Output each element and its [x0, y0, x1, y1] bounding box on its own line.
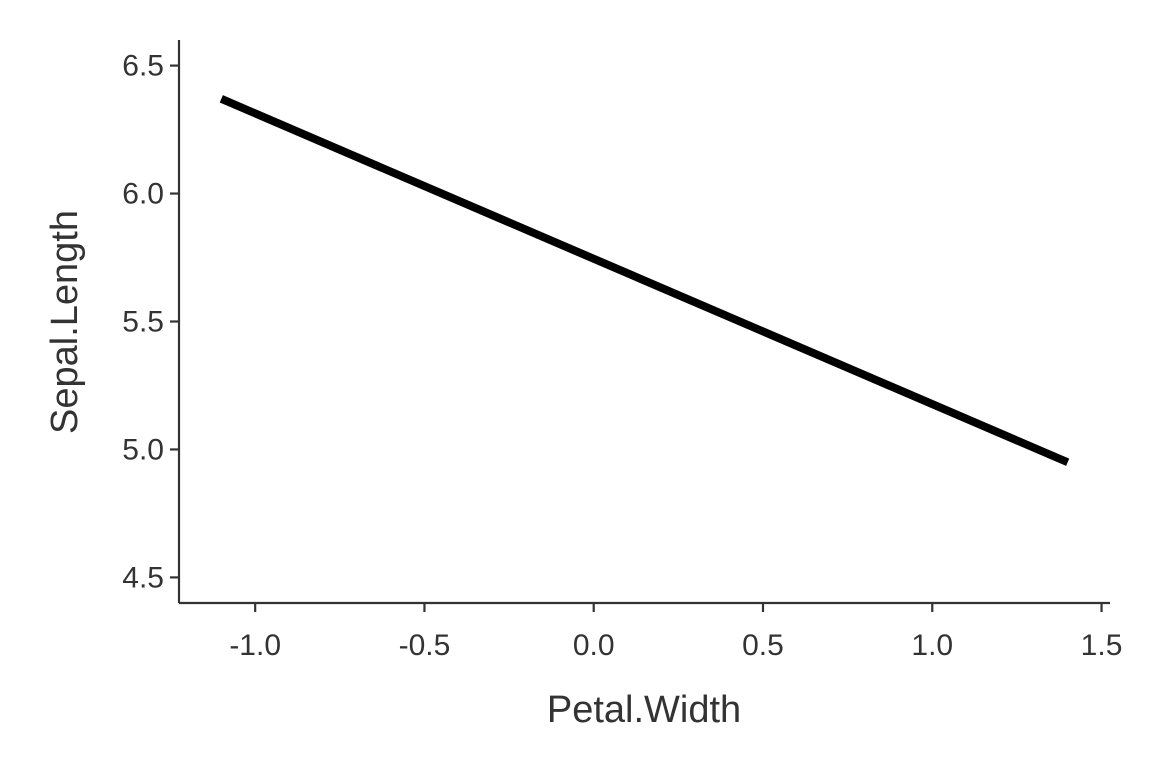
y-axis: 4.5 5.0 5.5 6.0 6.5 — [122, 40, 181, 603]
x-tick-label: 0.5 — [742, 629, 784, 662]
x-tick-label: -1.0 — [229, 629, 281, 662]
x-axis: -1.0 -0.5 0.0 0.5 1.0 1.5 — [179, 601, 1123, 662]
x-axis-title: Petal.Width — [547, 689, 741, 731]
y-tick-label: 6.0 — [122, 178, 164, 211]
y-tick-label: 5.5 — [122, 306, 164, 339]
y-axis-title: Sepal.Length — [44, 210, 86, 434]
plot-lines — [219, 95, 1070, 466]
y-tick-label: 6.5 — [122, 50, 164, 83]
y-tick-label: 5.0 — [122, 433, 164, 466]
series-line — [219, 95, 1070, 466]
x-tick-label: 1.0 — [911, 629, 953, 662]
x-tick-label: -0.5 — [399, 629, 451, 662]
x-tick-label: 1.5 — [1081, 629, 1123, 662]
x-tick-label: 0.0 — [573, 629, 615, 662]
y-tick-label: 4.5 — [122, 561, 164, 594]
